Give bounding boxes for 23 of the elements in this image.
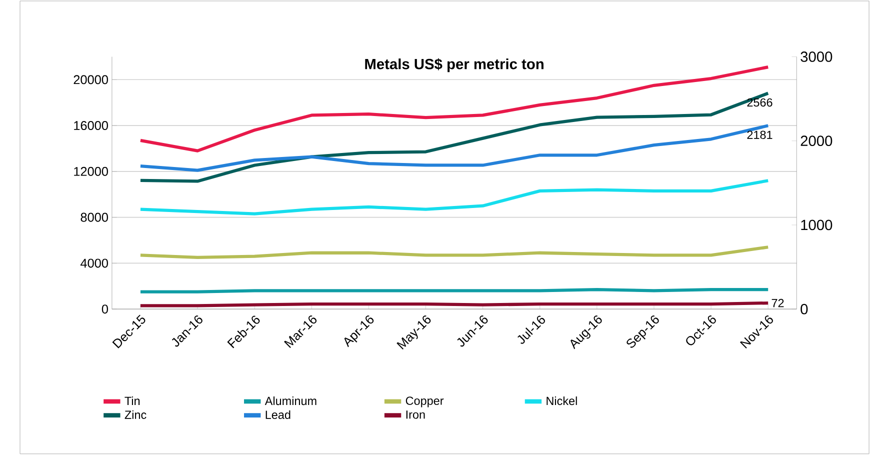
- y2-tick-label: 0: [800, 304, 808, 314]
- y2-tick-label: 2000: [800, 136, 832, 146]
- legend-label: Nickel: [546, 396, 577, 406]
- chart-title: Metals US$ per metric ton: [365, 58, 544, 72]
- y-tick-label: 16000: [74, 121, 108, 130]
- legend-label: Iron: [406, 410, 425, 419]
- legend-label: Lead: [266, 410, 290, 420]
- y-tick-label: 0: [102, 304, 108, 314]
- legend-label: Zinc: [124, 410, 146, 420]
- line-series: [138, 179, 770, 216]
- legend-label: Tin: [124, 396, 140, 406]
- y-tick-label: 20000: [74, 75, 108, 84]
- legend-label: Aluminum: [264, 396, 316, 406]
- data-label: 2181: [747, 130, 772, 140]
- data-label: 72: [772, 299, 784, 308]
- y-tick-label: 4000: [80, 258, 108, 268]
- y2-tick-label: 3000: [800, 52, 832, 62]
- y-tick-label: 12000: [74, 167, 108, 176]
- legend-label: Copper: [406, 396, 444, 408]
- y2-tick-label: 1000: [801, 220, 832, 230]
- data-label: 2566: [747, 98, 772, 107]
- y-tick-label: 8000: [80, 212, 108, 222]
- line-series: [138, 246, 770, 260]
